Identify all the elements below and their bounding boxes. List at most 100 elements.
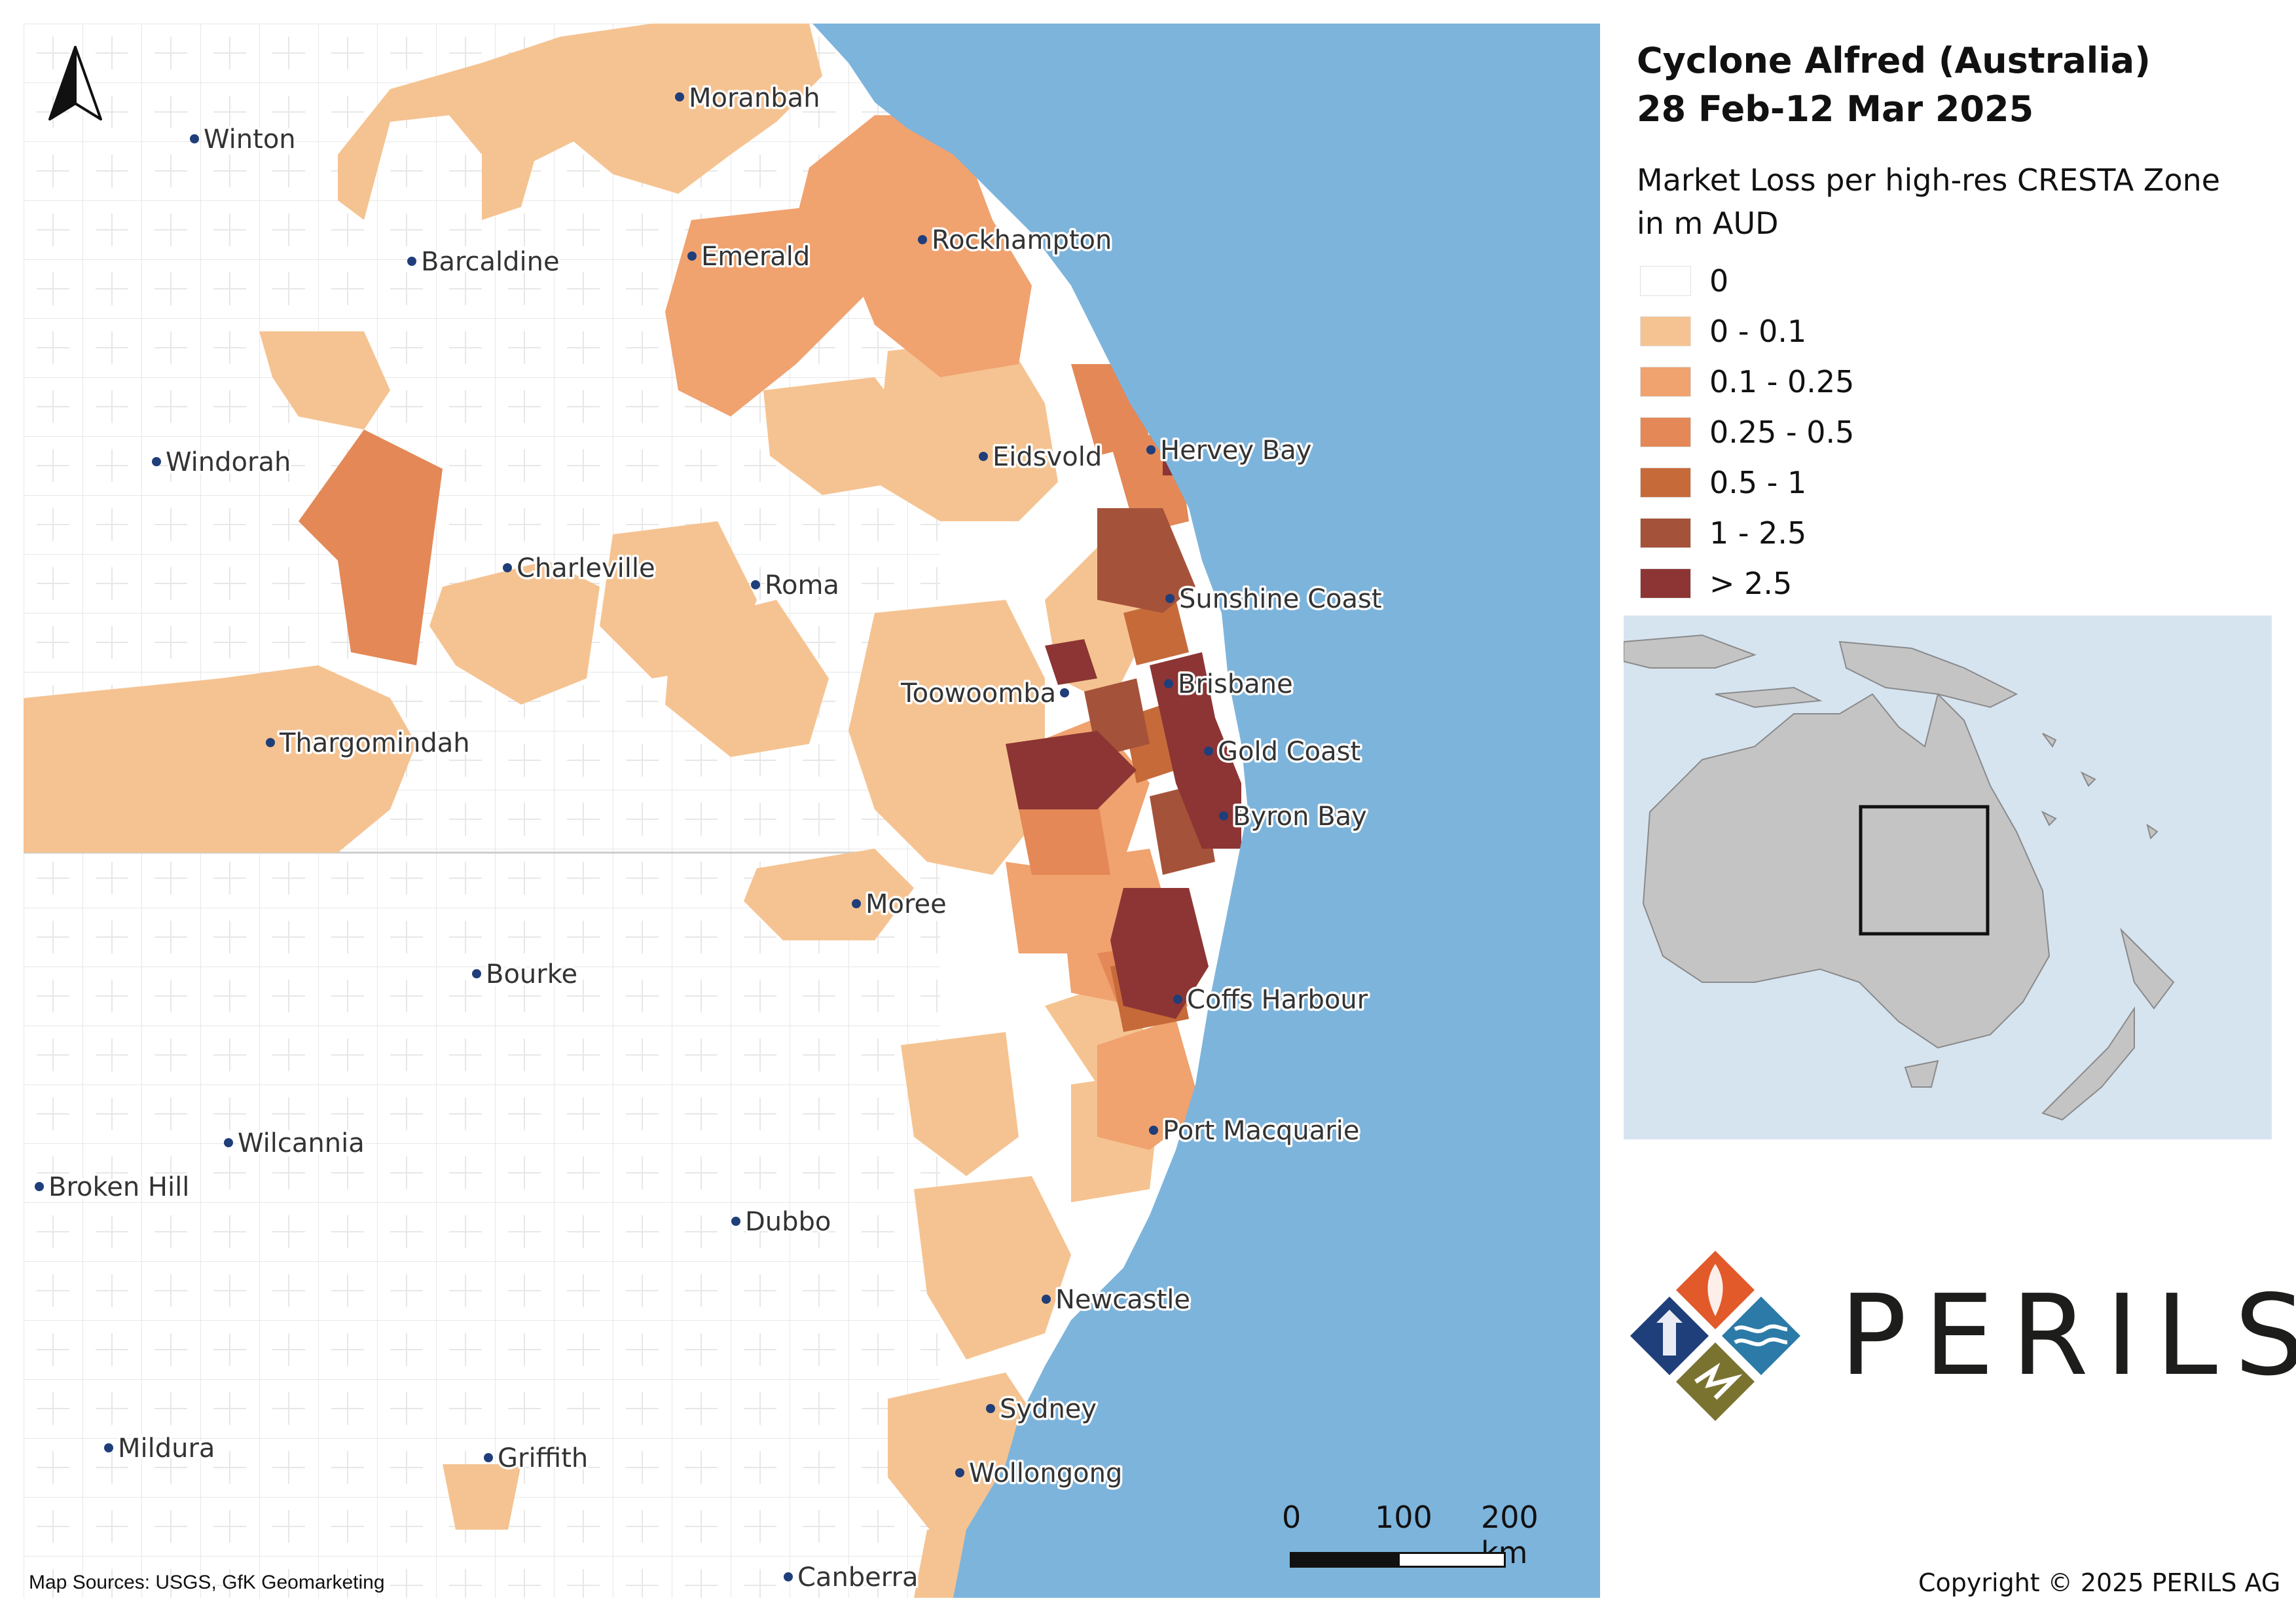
svg-text:Byron Bay: Byron Bay [1233, 802, 1367, 832]
city-dubbo: Dubbo [731, 1205, 833, 1240]
city-byron-bay: Byron Bay [1219, 800, 1369, 834]
ocean [812, 24, 1600, 1598]
svg-text:Barcaldine: Barcaldine [421, 247, 560, 277]
city-mildura: Mildura [104, 1431, 217, 1466]
legend-item-2: 0.1 - 0.25 [1640, 356, 1854, 407]
city-eidsvold: Eidsvold [979, 440, 1104, 475]
perils-logo-text: PERILS [1840, 1271, 2296, 1401]
svg-text:Bourke: Bourke [486, 959, 577, 989]
city-moranbah: Moranbah [675, 81, 822, 116]
svg-text:Wilcannia: Wilcannia [238, 1128, 365, 1158]
legend-item-5: 1 - 2.5 [1640, 507, 1854, 558]
city-sunshine-coast: Sunshine Coast [1165, 582, 1384, 617]
scale-label-100: 100 [1375, 1500, 1432, 1535]
title-line-2: 28 Feb-12 Mar 2025 [1637, 88, 2034, 130]
zones-0-0.1 [24, 24, 1163, 1598]
svg-text:Eidsvold: Eidsvold [993, 442, 1102, 472]
city-canberra: Canberra [784, 1560, 920, 1595]
city-charleville: Charleville [503, 551, 657, 586]
city-coffs-harbour: Coffs Harbour [1173, 983, 1370, 1018]
perils-logo-icon [1624, 1244, 2278, 1441]
legend-swatch [1640, 517, 1691, 548]
city-broken-hill: Broken Hill [35, 1170, 192, 1205]
svg-text:Sydney: Sydney [1000, 1394, 1097, 1424]
svg-text:Roma: Roma [765, 570, 839, 600]
city-griffith: Griffith [484, 1441, 591, 1476]
city-port-macquarie: Port Macquarie [1149, 1114, 1362, 1149]
legend-title-line-2: in m AUD [1637, 206, 1779, 241]
svg-text:Windorah: Windorah [166, 447, 291, 477]
legend-item-0: 0 [1640, 255, 1854, 306]
scale-label-0: 0 [1282, 1500, 1302, 1535]
svg-text:Toowoomba: Toowoomba [900, 678, 1056, 709]
legend-swatch [1640, 467, 1691, 498]
svg-text:Brisbane: Brisbane [1178, 669, 1293, 699]
choropleth-map-svg: Moranbah Winton Barcaldine Emerald Rockh… [24, 24, 1600, 1598]
svg-text:Newcastle: Newcastle [1055, 1285, 1190, 1315]
north-arrow-icon [48, 46, 102, 120]
legend-swatch [1640, 366, 1691, 397]
city-thargomindah: Thargomindah [266, 726, 472, 761]
legend-swatch [1640, 416, 1691, 447]
perils-logo-mark [1630, 1251, 1800, 1421]
svg-text:Mildura: Mildura [118, 1433, 215, 1464]
map-sources-text: Map Sources: USGS, GfK Geomarketing [29, 1572, 385, 1593]
svg-text:Hervey Bay: Hervey Bay [1160, 435, 1311, 466]
city-barcaldine: Barcaldine [407, 245, 562, 280]
svg-text:Sunshine Coast: Sunshine Coast [1179, 584, 1382, 614]
city-moree: Moree [852, 887, 949, 922]
legend-swatch [1640, 265, 1691, 296]
svg-text:Canberra: Canberra [797, 1562, 919, 1593]
svg-text:Rockhampton: Rockhampton [932, 225, 1112, 255]
city-markers: Moranbah Winton Barcaldine Emerald Rockh… [35, 81, 1384, 1595]
svg-text:Broken Hill: Broken Hill [48, 1172, 189, 1202]
city-hervey-bay: Hervey Bay [1146, 434, 1314, 468]
city-winton: Winton [190, 122, 298, 157]
main-map[interactable]: Moranbah Winton Barcaldine Emerald Rockh… [24, 24, 1600, 1598]
city-sydney: Sydney [986, 1392, 1099, 1427]
svg-text:Winton: Winton [204, 124, 296, 155]
city-rockhampton: Rockhampton [918, 223, 1114, 258]
city-newcastle: Newcastle [1042, 1283, 1193, 1318]
legend-label: 0.1 - 0.25 [1709, 363, 1855, 399]
city-toowoomba: Toowoomba [898, 676, 1069, 711]
svg-text:Coffs Harbour: Coffs Harbour [1187, 985, 1368, 1015]
map-title: Cyclone Alfred (Australia) 28 Feb-12 Mar… [1637, 37, 2151, 134]
city-gold-coast: Gold Coast [1204, 735, 1363, 769]
title-line-1: Cyclone Alfred (Australia) [1637, 40, 2151, 81]
city-brisbane: Brisbane [1164, 667, 1295, 702]
svg-text:Moranbah: Moranbah [689, 83, 820, 113]
legend-item-6: > 2.5 [1640, 558, 1854, 608]
city-roma: Roma [751, 568, 841, 603]
legend-swatch [1640, 568, 1691, 599]
scale-bar: 0 100 200 km [1264, 1500, 1565, 1578]
legend-label: 0 - 0.1 [1709, 313, 1807, 349]
zones-gt-2.5 [1006, 456, 1241, 1019]
scale-bar-graphic [1290, 1552, 1506, 1568]
copyright-text: Copyright © 2025 PERILS AG [1918, 1568, 2281, 1597]
legend-swatch [1640, 316, 1691, 346]
svg-text:Wollongong: Wollongong [969, 1458, 1122, 1488]
city-emerald: Emerald [687, 240, 812, 274]
legend-label: > 2.5 [1709, 565, 1793, 601]
svg-text:Gold Coast: Gold Coast [1218, 737, 1360, 767]
city-wollongong: Wollongong [955, 1456, 1125, 1491]
inset-extent-box [1859, 805, 1990, 936]
svg-text:Charleville: Charleville [517, 553, 655, 583]
city-windorah: Windorah [152, 445, 293, 480]
inset-land [1623, 634, 2175, 1121]
legend-title-line-1: Market Loss per high-res CRESTA Zone [1637, 162, 2221, 198]
legend-label: 0 [1709, 263, 1729, 299]
city-wilcannia: Wilcannia [224, 1126, 367, 1161]
svg-text:Dubbo: Dubbo [745, 1207, 831, 1237]
inset-map-svg [1623, 634, 2175, 1121]
svg-text:Emerald: Emerald [701, 242, 810, 272]
legend-label: 0.25 - 0.5 [1709, 414, 1855, 450]
svg-text:Port Macquarie: Port Macquarie [1163, 1116, 1359, 1146]
city-bourke: Bourke [472, 957, 580, 992]
legend-title: Market Loss per high-res CRESTA Zone in … [1637, 158, 2220, 245]
legend-item-3: 0.25 - 0.5 [1640, 407, 1854, 457]
legend-item-4: 0.5 - 1 [1640, 457, 1854, 507]
legend-label: 0.5 - 1 [1709, 464, 1807, 500]
legend-item-1: 0 - 0.1 [1640, 306, 1854, 356]
